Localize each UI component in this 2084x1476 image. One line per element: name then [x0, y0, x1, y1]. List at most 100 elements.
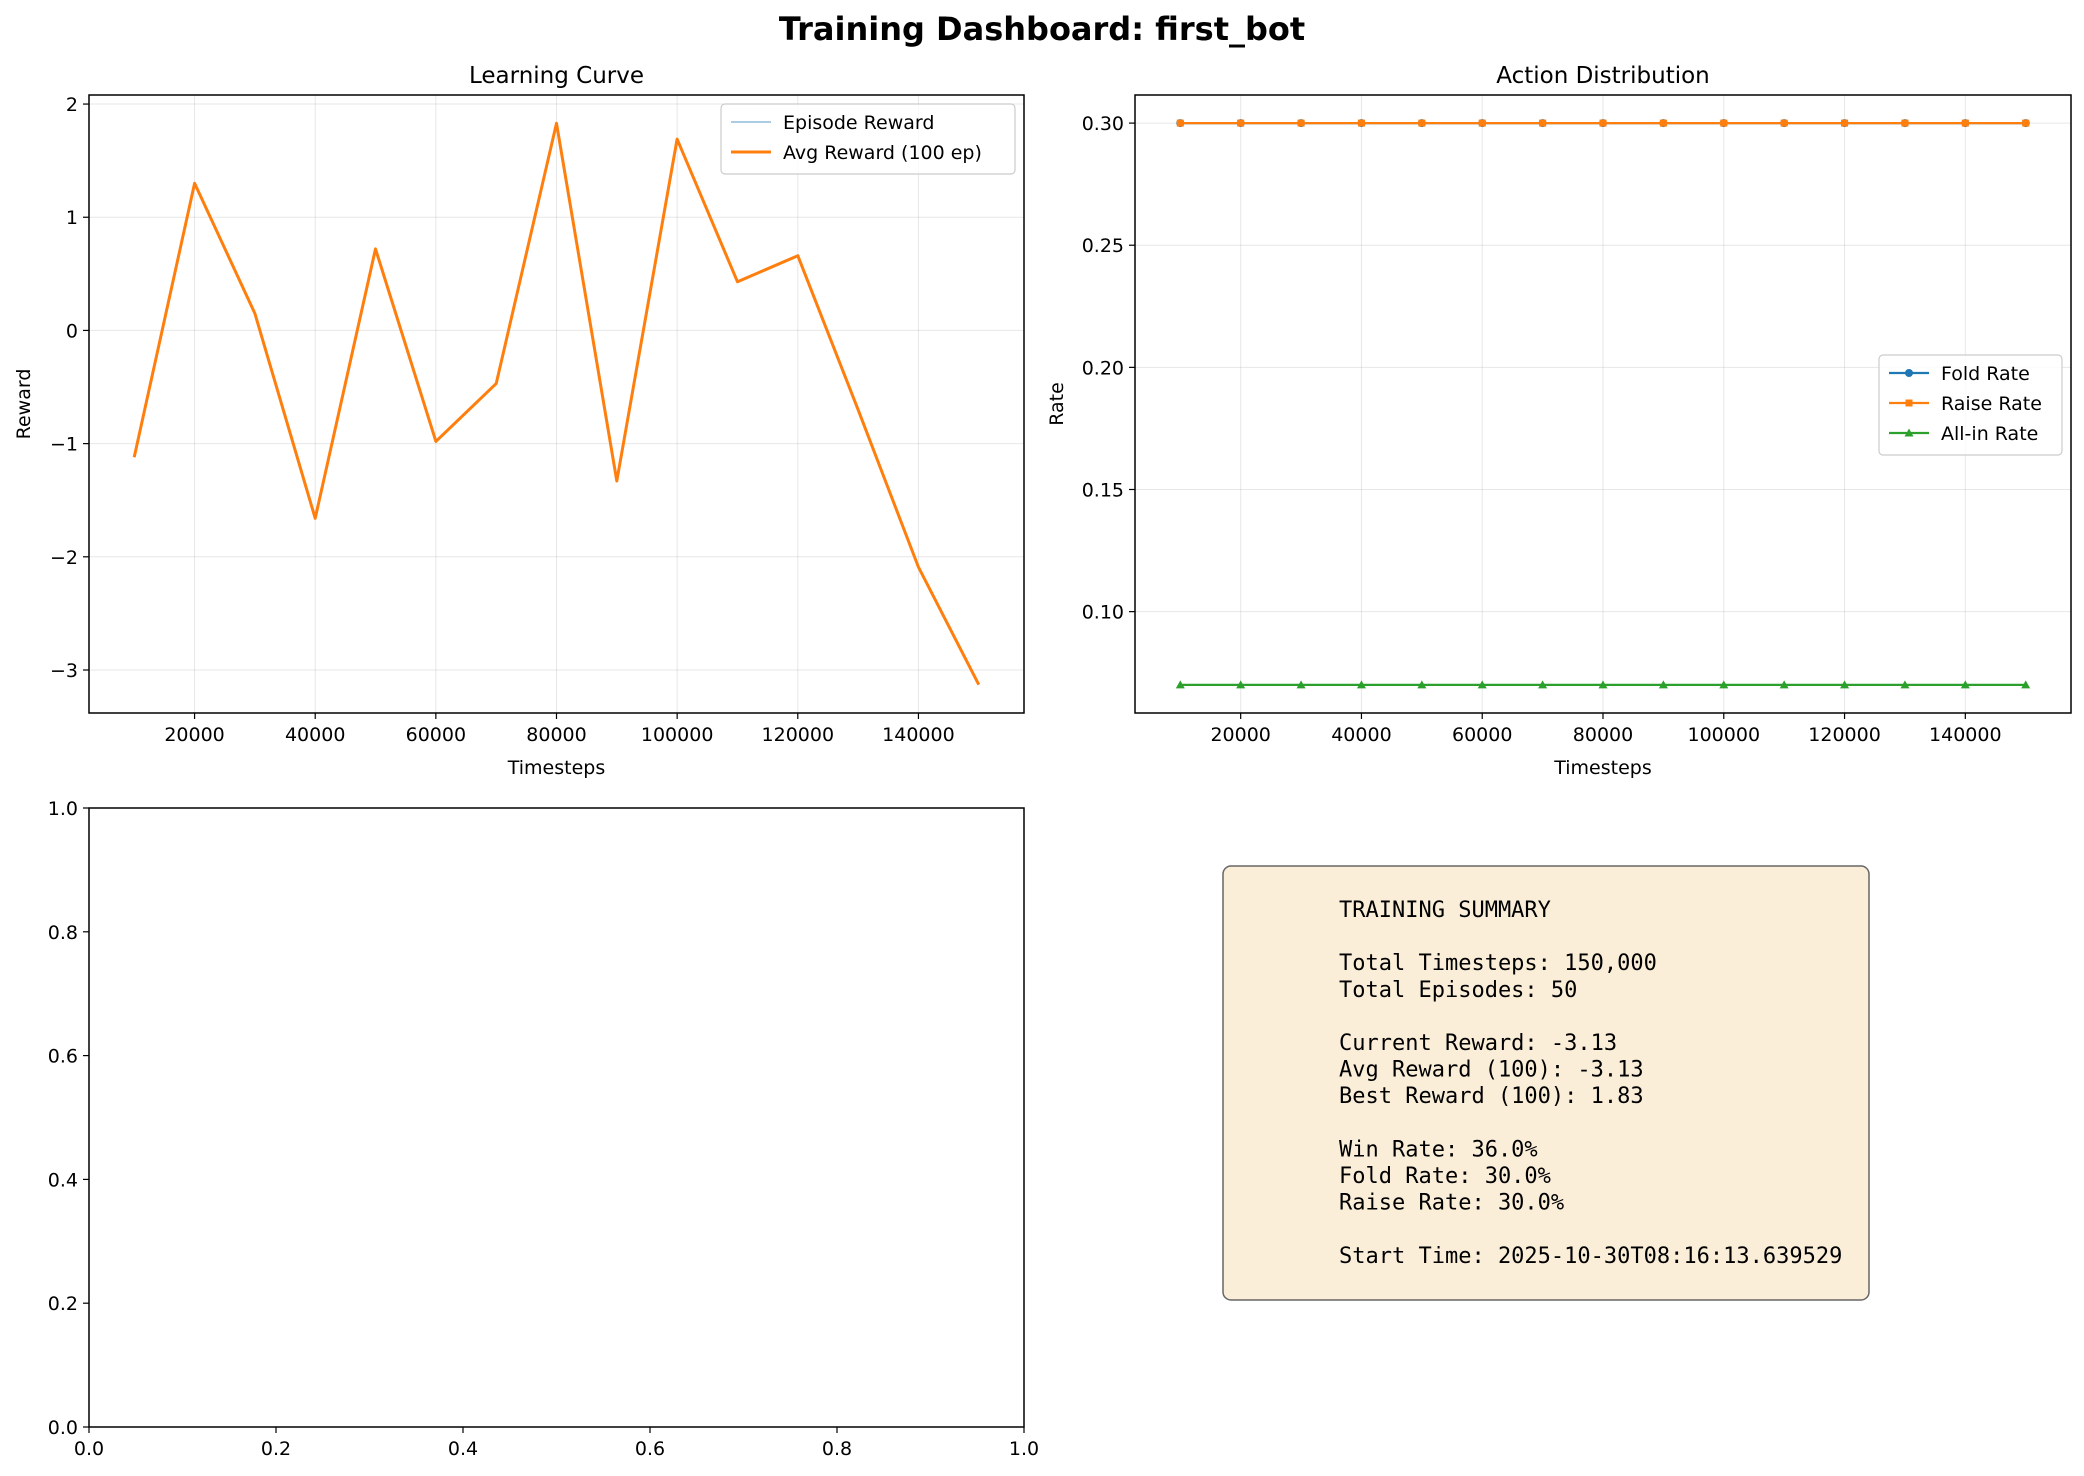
y-tick-label: 0.4 [48, 1169, 78, 1191]
legend-marker [1905, 399, 1913, 407]
series-marker-1 [1961, 119, 1969, 127]
action-distribution-plot: 20000 40000 60000 80000 100000 120000 140000 0.… [1046, 63, 2072, 779]
x-tick-label: 80000 [1573, 724, 1633, 746]
series-marker-2 [1960, 680, 1970, 689]
series-marker-1 [1478, 119, 1486, 127]
series-marker-2 [1779, 680, 1789, 689]
empty-plot: 0.0 0.2 0.4 0.6 0.8 1.0 0.0 0.2 0.4 0.6 0.8 1.0 [48, 798, 1039, 1460]
series-marker-2 [1658, 680, 1668, 689]
x-tick-label: 60000 [1452, 724, 1512, 746]
plot-area [89, 808, 1024, 1427]
y-tick-label: 0 [66, 320, 78, 342]
x-tick-label: 0.6 [635, 1438, 665, 1460]
y-tick-label: 0.8 [48, 922, 78, 944]
series-marker-2 [1900, 680, 1910, 689]
series-marker-1 [1599, 119, 1607, 127]
y-tick-label: 0.2 [48, 1293, 78, 1315]
y-tick-label: 1 [66, 207, 78, 229]
summary-line: Fold Rate: 30.0% [1339, 1164, 1551, 1189]
legend-entry: Fold Rate [1941, 363, 2030, 385]
x-tick-label: 140000 [882, 724, 955, 746]
legend-entry: All-in Rate [1941, 423, 2038, 445]
x-tick-label: 120000 [762, 724, 835, 746]
training-summary-panel: TRAINING SUMMARY Total Timesteps: 150,000… [1222, 865, 1870, 1301]
x-tick-label: 120000 [1808, 724, 1881, 746]
y-tick-label: 0.20 [1082, 357, 1124, 379]
series-marker-1 [2022, 119, 2030, 127]
series-marker-2 [1477, 680, 1487, 689]
x-tick-label: 40000 [1331, 724, 1391, 746]
summary-line: Best Reward (100): 1.83 [1339, 1084, 1644, 1109]
legend-box [1878, 354, 2063, 456]
x-tick-label: 20000 [164, 724, 224, 746]
x-axis-label: Timesteps [1553, 757, 1652, 779]
series-marker-2 [1356, 680, 1366, 689]
x-tick-label: 0.2 [261, 1438, 291, 1460]
x-axis-label: Timesteps [507, 757, 606, 779]
summary-line: TRAINING SUMMARY [1339, 898, 1551, 923]
summary-line: Win Rate: 36.0% [1339, 1137, 1538, 1162]
plot-area [89, 95, 1024, 713]
series-marker-2 [1236, 680, 1246, 689]
summary-text: TRAINING SUMMARY Total Timesteps: 150,000… [1339, 898, 1842, 1269]
y-tick-label: 2 [66, 94, 78, 116]
series-marker-1 [1297, 119, 1305, 127]
summary-line: Raise Rate: 30.0% [1339, 1191, 1564, 1216]
y-axis-label: Rate [1046, 382, 1068, 426]
axes-frame [88, 94, 1025, 714]
series-marker-1 [1720, 119, 1728, 127]
x-tick-label: 100000 [1688, 724, 1761, 746]
y-tick-label: 0.15 [1082, 479, 1124, 501]
series-marker-2 [1538, 680, 1548, 689]
series-marker-1 [1780, 119, 1788, 127]
legend-box [720, 103, 1016, 175]
legend-entry: Avg Reward (100 ep) [783, 142, 982, 164]
series-marker-2 [1598, 680, 1608, 689]
x-tick-label: 20000 [1210, 724, 1270, 746]
legend-marker [1904, 428, 1914, 437]
y-tick-label: −2 [50, 547, 78, 569]
summary-line: Total Timesteps: 150,000 [1339, 951, 1657, 976]
y-tick-label: 0.6 [48, 1046, 78, 1068]
summary-line: Avg Reward (100): -3.13 [1339, 1058, 1644, 1083]
series-marker-1 [1841, 119, 1849, 127]
summary-box [1222, 865, 1870, 1301]
summary-line: Total Episodes: 50 [1339, 978, 1577, 1003]
x-tick-label: 0.4 [448, 1438, 478, 1460]
series-marker-1 [1418, 119, 1426, 127]
series-marker-2 [1175, 680, 1185, 689]
series-marker-1 [1901, 119, 1909, 127]
series-marker-1 [1237, 119, 1245, 127]
axes-frame [1134, 94, 2072, 714]
legend-marker [1905, 369, 1913, 377]
series-line-1 [132, 121, 981, 686]
y-tick-label: 0.10 [1082, 602, 1124, 624]
y-axis-label: Reward [13, 369, 35, 440]
legend-entry: Episode Reward [783, 112, 934, 134]
y-tick-label: −1 [50, 434, 78, 456]
series-marker-2 [1296, 680, 1306, 689]
plot-title: Learning Curve [469, 63, 644, 89]
y-tick-label: −3 [50, 660, 78, 682]
figure-suptitle: Training Dashboard: first_bot [779, 10, 1305, 48]
series-marker-1 [1176, 119, 1184, 127]
x-tick-label: 0.0 [74, 1438, 104, 1460]
learning-curve-plot: 20000 40000 60000 80000 100000 120000 140000 −3… [13, 63, 1025, 779]
y-tick-label: 0.30 [1082, 113, 1124, 135]
x-tick-label: 1.0 [1009, 1438, 1039, 1460]
series-marker-2 [1719, 680, 1729, 689]
x-tick-label: 140000 [1929, 724, 2002, 746]
y-tick-label: 0.25 [1082, 235, 1124, 257]
legend: Fold Rate Raise Rate All-in Rate [1878, 354, 2063, 456]
series-marker-1 [1659, 119, 1667, 127]
x-tick-label: 80000 [526, 724, 586, 746]
legend-entry: Raise Rate [1941, 393, 2042, 415]
x-tick-label: 0.8 [822, 1438, 852, 1460]
y-tick-label: 1.0 [48, 798, 78, 820]
legend: Episode Reward Avg Reward (100 ep) [720, 103, 1016, 175]
x-tick-label: 100000 [641, 724, 714, 746]
series-marker-2 [1840, 680, 1850, 689]
plot-title: Action Distribution [1496, 63, 1710, 89]
summary-line: Current Reward: -3.13 [1339, 1031, 1617, 1056]
